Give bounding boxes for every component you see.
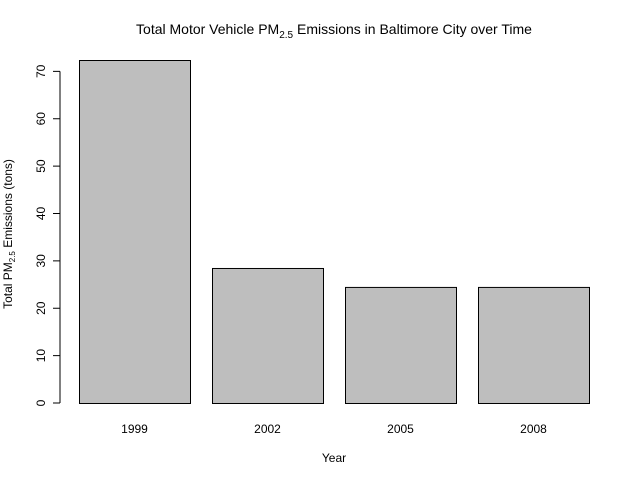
y-axis-title-main: Total PM bbox=[1, 262, 15, 309]
x-tick-labels: 1999 2002 2005 2008 bbox=[121, 422, 547, 436]
bar-2002 bbox=[212, 267, 324, 404]
chart-title-subscript: 2.5 bbox=[279, 30, 293, 41]
bar-2008 bbox=[478, 286, 590, 405]
chart-title: Total Motor Vehicle PM2.5 Emissions in B… bbox=[136, 21, 532, 41]
y-tick-label: 20 bbox=[34, 301, 48, 315]
chart-title-rest: Emissions in Baltimore City over Time bbox=[293, 21, 532, 37]
y-tick-label: 30 bbox=[34, 254, 48, 268]
y-tick-label: 60 bbox=[34, 112, 48, 126]
y-tick-label: 50 bbox=[34, 159, 48, 173]
x-tick-label: 2005 bbox=[387, 422, 414, 436]
x-axis-title: Year bbox=[322, 451, 346, 465]
y-tick-label: 0 bbox=[34, 399, 48, 406]
y-axis-title-subscript: 2.5 bbox=[8, 251, 17, 263]
y-axis-title: Total PM2.5 Emissions (tons) bbox=[1, 159, 17, 309]
y-tick-label: 70 bbox=[34, 64, 48, 78]
x-tick-label: 1999 bbox=[121, 422, 148, 436]
bar-1999 bbox=[79, 60, 191, 404]
y-axis: 0 10 20 30 40 50 60 70 bbox=[34, 64, 61, 406]
y-axis-title-rest: Emissions (tons) bbox=[1, 159, 15, 251]
chart-title-main: Total Motor Vehicle PM bbox=[136, 21, 279, 37]
x-tick-label: 2002 bbox=[254, 422, 281, 436]
x-tick-label: 2008 bbox=[520, 422, 547, 436]
y-tick-label: 40 bbox=[34, 207, 48, 221]
bar-2005 bbox=[345, 286, 457, 405]
y-tick-label: 10 bbox=[34, 349, 48, 363]
bars bbox=[79, 60, 590, 405]
